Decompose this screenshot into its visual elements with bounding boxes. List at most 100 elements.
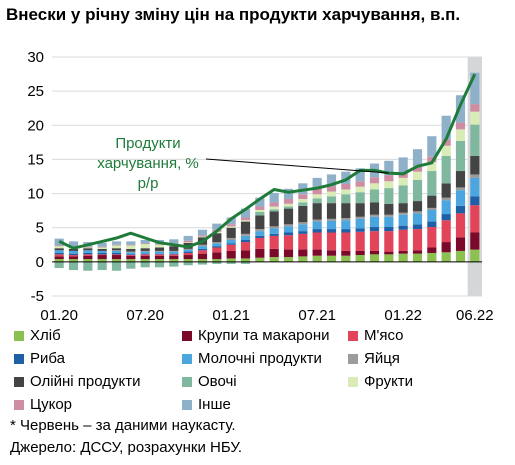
bar-segment: [255, 197, 265, 207]
bar-segment: [427, 209, 437, 222]
bar-segment: [140, 243, 150, 245]
chart-title: Внески у річну зміну цін на продукти хар…: [6, 5, 461, 24]
bar-segment: [455, 122, 466, 130]
bar-segment: [355, 203, 365, 217]
bar-segment: [398, 203, 408, 213]
bar-segment: [283, 203, 294, 207]
bar-segment: [441, 145, 451, 157]
bar-segment: [255, 229, 265, 232]
bar-segment: [455, 140, 466, 172]
bar-segment: [169, 251, 179, 254]
bar-segment: [154, 251, 165, 254]
bar-segment: [212, 261, 222, 264]
bar-segment: [326, 229, 337, 233]
bar-segment: [269, 206, 279, 210]
bar-segment: [269, 233, 279, 236]
bar-segment: [269, 211, 279, 227]
bar-segment: [369, 216, 380, 228]
footnote: * Червень – за даними наукасту.: [10, 417, 236, 434]
bar-segment: [427, 247, 437, 253]
bar-segment: [240, 258, 251, 262]
bar-segment: [298, 233, 308, 250]
bar-segment: [140, 254, 150, 256]
bar-segment: [455, 205, 466, 214]
bar-segment: [68, 255, 79, 257]
bar-segment: [427, 221, 437, 228]
bar-segment: [212, 259, 222, 262]
bar-segment: [283, 199, 294, 204]
y-axis: -5 0 5 10 15 20 25 30: [27, 49, 44, 305]
legend-item: Фрукти: [348, 372, 413, 392]
bar-segment: [97, 250, 107, 253]
bar-segment: [355, 181, 365, 187]
y-tick-label: 5: [36, 220, 44, 237]
bar-segment: [226, 258, 236, 262]
legend-label: Овочі: [198, 373, 237, 390]
bar-segment: [384, 227, 394, 232]
bar-segment: [183, 235, 193, 241]
bar-segment: [341, 250, 351, 256]
legend-item: Олійні продукти: [14, 372, 140, 392]
bar-segment: [197, 229, 208, 236]
bar-segment: [111, 248, 122, 251]
bar-segment: [97, 242, 107, 247]
bar-segment: [398, 177, 408, 186]
bar-segment: [97, 254, 107, 256]
bar-segment: [140, 248, 150, 251]
bar-segment: [111, 252, 122, 255]
bar-segment: [111, 261, 122, 271]
bar-segment: [83, 261, 93, 271]
bar-segment: [441, 200, 451, 215]
bar-segment: [212, 242, 222, 244]
bar-segment: [341, 229, 351, 233]
bar-segment: [412, 149, 423, 167]
bar-segment: [126, 245, 136, 249]
legend-swatch: [182, 400, 192, 410]
bar-segment: [312, 203, 322, 220]
bar-segment: [54, 246, 64, 249]
bar-segment: [455, 213, 466, 238]
bar-segment: [169, 259, 179, 262]
bar-segment: [398, 157, 408, 173]
bar-segment: [326, 232, 337, 251]
bar-segment: [355, 186, 365, 193]
bar-segment: [269, 228, 279, 234]
bar-segment: [154, 259, 165, 262]
bar-segment: [54, 254, 64, 257]
bar-segment: [412, 179, 423, 202]
bar-segment: [68, 253, 79, 256]
bar-segment: [255, 237, 265, 249]
legend-swatch: [14, 400, 24, 410]
bar-segment: [369, 177, 380, 184]
bar-segment: [126, 248, 136, 252]
bar-segment: [355, 218, 365, 229]
bar-segment: [326, 196, 337, 204]
bar-segment: [68, 250, 79, 254]
bar-segment: [412, 229, 423, 251]
bar-segment: [240, 221, 251, 234]
legend-item: Хліб: [14, 326, 61, 346]
bar-segment: [384, 214, 394, 217]
bar-segment: [154, 255, 165, 260]
bar-segment: [398, 229, 408, 251]
bar-segment: [312, 229, 322, 233]
bar-segment: [398, 250, 408, 254]
bar-segment: [341, 189, 351, 195]
legend-label: М'ясо: [364, 327, 404, 344]
bar-segment: [355, 231, 365, 251]
bar-segment: [126, 259, 136, 262]
bar-segment: [68, 261, 79, 271]
bar-segment: [226, 226, 236, 228]
bar-segment: [126, 255, 136, 256]
legend-swatch: [14, 354, 24, 364]
bar-segment: [455, 95, 466, 123]
bar-segment: [369, 189, 380, 203]
x-tick-label: 07.20: [126, 307, 164, 324]
bar-segment: [298, 222, 308, 225]
bar-segment: [283, 188, 294, 200]
annotation-pointer: [205, 158, 389, 174]
bar-segment: [83, 246, 93, 248]
bar-segment: [398, 225, 408, 230]
bar-segment: [240, 233, 251, 236]
bar-segment: [369, 183, 380, 190]
